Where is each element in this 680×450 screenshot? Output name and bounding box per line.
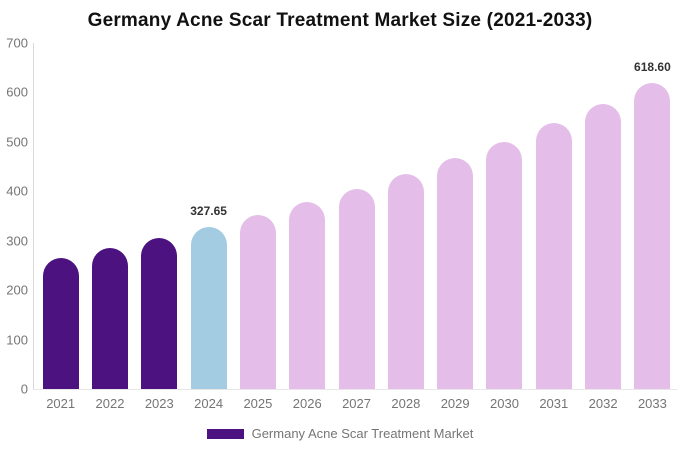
- bar-area: [36, 43, 85, 389]
- bar-slot: 327.65 2024: [184, 43, 233, 415]
- x-tick-label: 2031: [539, 396, 569, 411]
- bar-area: [332, 43, 381, 389]
- bar-2030: [486, 141, 523, 389]
- y-tick-label: 400: [6, 183, 28, 199]
- bar-2022: [91, 248, 128, 389]
- legend-item[interactable]: Germany Acne Scar Treatment Market: [0, 426, 680, 441]
- bar-slot: 2031: [529, 43, 578, 415]
- y-axis: 0 100 200 300 400 500 600 700: [0, 37, 28, 396]
- x-tick-label: 2028: [391, 396, 421, 411]
- bar-area: 618.60: [628, 43, 677, 389]
- bar-2029: [437, 158, 474, 389]
- x-tick-label: 2030: [490, 396, 519, 411]
- bar-area: [381, 43, 430, 389]
- bar-value-label: 327.65: [190, 204, 227, 219]
- x-tick-label: 2024: [194, 396, 224, 411]
- bar-slot: 2023: [135, 43, 184, 415]
- bar-area: [578, 43, 627, 389]
- bar-area: [529, 43, 578, 389]
- bar-slot: 2027: [332, 43, 381, 415]
- y-tick-label: 500: [6, 134, 28, 150]
- legend-label: Germany Acne Scar Treatment Market: [251, 426, 474, 441]
- bar-slot: 2028: [381, 43, 430, 415]
- y-tick-label: 0: [20, 381, 28, 397]
- bar-slot: 2022: [85, 43, 134, 415]
- bar-slot: 2021: [36, 43, 85, 415]
- bar-slot: 2026: [283, 43, 332, 415]
- bar-area: [431, 43, 480, 389]
- x-tick-label: 2023: [144, 396, 174, 411]
- y-tick-label: 200: [6, 282, 28, 298]
- bar-2031: [535, 123, 572, 389]
- bar-series: 2021 2022 2023 327.65 2024 2025 2026 2027 2028 20…: [36, 43, 677, 415]
- bar-area: [135, 43, 184, 389]
- y-tick-label: 700: [6, 35, 28, 51]
- x-tick-label: 2025: [243, 396, 273, 411]
- y-tick-label: 300: [6, 233, 28, 249]
- bar-2021: [42, 257, 79, 389]
- bar-2027: [338, 188, 375, 389]
- bar-2032: [585, 104, 622, 389]
- bar-2028: [387, 174, 424, 389]
- bar-value-label: 618.60: [634, 60, 671, 75]
- x-axis-line: [33, 389, 677, 390]
- x-tick-label: 2022: [95, 396, 125, 411]
- bar-2026: [289, 202, 326, 389]
- bar-slot: 2029: [431, 43, 480, 415]
- y-tick-label: 100: [6, 332, 28, 348]
- bar-2025: [239, 215, 276, 389]
- bar-2033: [634, 83, 671, 389]
- bar-area: [480, 43, 529, 389]
- x-tick-label: 2029: [440, 396, 470, 411]
- y-tick-label: 600: [6, 84, 28, 100]
- legend-swatch: [206, 428, 244, 439]
- bar-2024: [190, 227, 227, 389]
- y-axis-line: [33, 43, 34, 390]
- x-tick-label: 2026: [292, 396, 322, 411]
- bar-area: [233, 43, 282, 389]
- bar-2023: [141, 238, 178, 389]
- bar-area: [85, 43, 134, 389]
- chart-title: Germany Acne Scar Treatment Market Size …: [87, 10, 593, 31]
- x-tick-label: 2027: [342, 396, 371, 411]
- bar-slot: 618.60 2033: [628, 43, 677, 415]
- bar-area: 327.65: [184, 43, 233, 389]
- x-tick-label: 2021: [46, 396, 76, 411]
- x-tick-label: 2033: [637, 396, 667, 411]
- bar-slot: 2025: [233, 43, 282, 415]
- bar-slot: 2030: [480, 43, 529, 415]
- bar-slot: 2032: [578, 43, 627, 415]
- bar-area: [283, 43, 332, 389]
- x-tick-label: 2032: [588, 396, 618, 411]
